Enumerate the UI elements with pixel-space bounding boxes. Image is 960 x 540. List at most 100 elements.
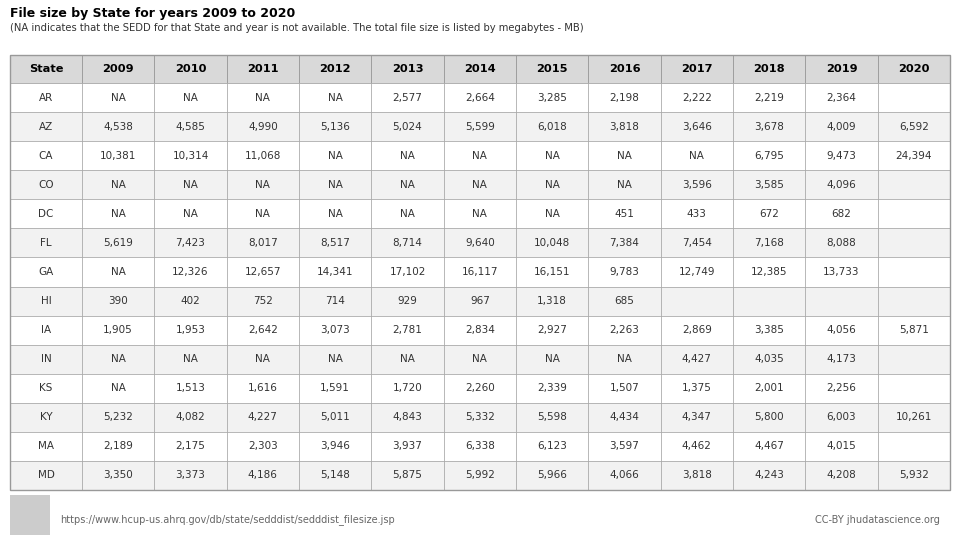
- Bar: [227, 55, 299, 83]
- Bar: [372, 287, 444, 315]
- Bar: [372, 55, 444, 83]
- Bar: [227, 432, 299, 461]
- Text: 5,332: 5,332: [465, 413, 494, 422]
- Bar: [805, 287, 877, 315]
- Text: IN: IN: [40, 354, 52, 364]
- Bar: [155, 432, 227, 461]
- Bar: [877, 55, 950, 83]
- Text: 2,781: 2,781: [393, 325, 422, 335]
- Text: 5,011: 5,011: [321, 413, 350, 422]
- Text: 5,800: 5,800: [755, 413, 784, 422]
- Text: NA: NA: [110, 354, 126, 364]
- Text: GA: GA: [38, 267, 54, 277]
- Bar: [444, 461, 516, 490]
- Text: NA: NA: [472, 354, 488, 364]
- Text: NA: NA: [617, 151, 632, 161]
- Bar: [444, 432, 516, 461]
- Bar: [660, 170, 733, 199]
- Bar: [299, 432, 372, 461]
- Bar: [733, 432, 805, 461]
- Bar: [588, 374, 660, 403]
- Bar: [82, 83, 155, 112]
- Bar: [155, 287, 227, 315]
- Bar: [516, 432, 588, 461]
- Text: 5,599: 5,599: [465, 122, 494, 132]
- Text: 10,048: 10,048: [534, 238, 570, 248]
- Bar: [516, 199, 588, 228]
- Bar: [733, 199, 805, 228]
- Bar: [877, 432, 950, 461]
- Text: 11,068: 11,068: [245, 151, 281, 161]
- Text: 12,385: 12,385: [751, 267, 787, 277]
- Bar: [588, 461, 660, 490]
- Bar: [660, 403, 733, 432]
- Bar: [588, 112, 660, 141]
- Text: 2,189: 2,189: [104, 441, 133, 451]
- Text: https://www.hcup-us.ahrq.gov/db/state/sedddist/sedddist_filesize.jsp: https://www.hcup-us.ahrq.gov/db/state/se…: [60, 515, 395, 525]
- Text: 9,783: 9,783: [610, 267, 639, 277]
- Bar: [155, 55, 227, 83]
- Text: NA: NA: [617, 180, 632, 190]
- Text: 3,818: 3,818: [610, 122, 639, 132]
- Bar: [805, 170, 877, 199]
- Bar: [82, 258, 155, 287]
- Bar: [299, 83, 372, 112]
- Bar: [155, 345, 227, 374]
- Bar: [444, 170, 516, 199]
- Text: KS: KS: [39, 383, 53, 393]
- Bar: [299, 461, 372, 490]
- Text: 2,364: 2,364: [827, 92, 856, 103]
- Text: 5,875: 5,875: [393, 470, 422, 481]
- Text: 2012: 2012: [320, 64, 351, 74]
- Bar: [82, 228, 155, 258]
- Bar: [660, 345, 733, 374]
- Bar: [299, 287, 372, 315]
- Bar: [877, 228, 950, 258]
- Text: NA: NA: [110, 209, 126, 219]
- Bar: [516, 55, 588, 83]
- Bar: [733, 141, 805, 170]
- Text: NA: NA: [544, 180, 560, 190]
- Text: NA: NA: [327, 180, 343, 190]
- Bar: [10, 461, 82, 490]
- Text: 2011: 2011: [247, 64, 278, 74]
- Bar: [588, 403, 660, 432]
- Bar: [660, 199, 733, 228]
- Text: NA: NA: [255, 354, 271, 364]
- Bar: [299, 258, 372, 287]
- Bar: [227, 83, 299, 112]
- Text: 5,992: 5,992: [465, 470, 494, 481]
- Text: 8,017: 8,017: [248, 238, 277, 248]
- Text: AZ: AZ: [38, 122, 53, 132]
- Bar: [10, 495, 50, 535]
- Text: NA: NA: [110, 92, 126, 103]
- Text: NA: NA: [183, 180, 198, 190]
- Text: 8,517: 8,517: [321, 238, 350, 248]
- Text: 3,285: 3,285: [538, 92, 567, 103]
- Text: 3,646: 3,646: [682, 122, 711, 132]
- Bar: [588, 258, 660, 287]
- Text: 2020: 2020: [899, 64, 929, 74]
- Bar: [227, 374, 299, 403]
- Bar: [733, 403, 805, 432]
- Text: 5,871: 5,871: [899, 325, 928, 335]
- Text: 3,073: 3,073: [321, 325, 350, 335]
- Bar: [444, 315, 516, 345]
- Bar: [10, 55, 950, 490]
- Text: 2015: 2015: [537, 64, 568, 74]
- Bar: [516, 345, 588, 374]
- Text: NA: NA: [544, 354, 560, 364]
- Bar: [733, 258, 805, 287]
- Bar: [82, 432, 155, 461]
- Text: 4,585: 4,585: [176, 122, 205, 132]
- Text: 14,341: 14,341: [317, 267, 353, 277]
- Bar: [299, 170, 372, 199]
- Text: NA: NA: [544, 151, 560, 161]
- Bar: [733, 170, 805, 199]
- Text: 1,318: 1,318: [538, 296, 567, 306]
- Text: MD: MD: [37, 470, 55, 481]
- Bar: [82, 55, 155, 83]
- Bar: [733, 345, 805, 374]
- Bar: [227, 199, 299, 228]
- Text: NA: NA: [472, 180, 488, 190]
